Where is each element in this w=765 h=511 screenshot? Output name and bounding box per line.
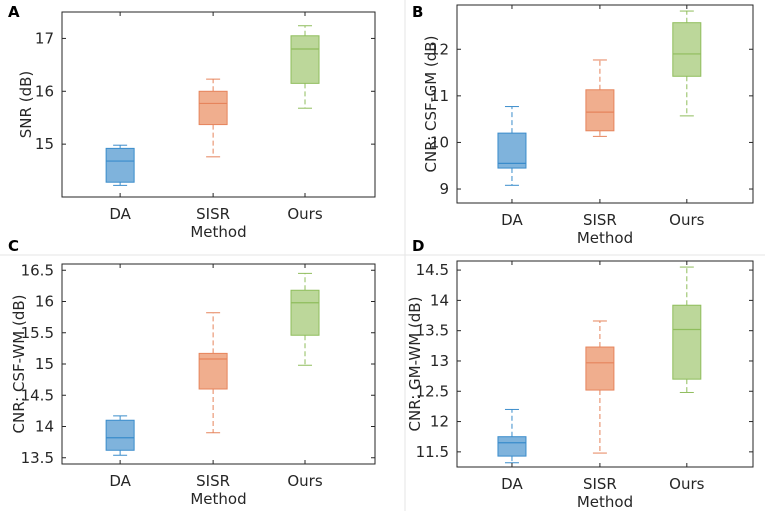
x-axis-label: Method [577,229,633,247]
panel-D: D 11.5 12 12.5 13 13.5 14 14.5 DA SISR Ours Method C… [406,237,754,511]
x-tick-label: DA [109,205,131,223]
box-iqr [672,22,702,77]
y-tick-label: 12 [430,413,449,431]
y-axis-label: CNR: CSF-GM (dB) [422,36,440,173]
x-axis-label: Method [577,493,633,511]
y-tick-label: 12.5 [416,382,449,400]
x-axis-label: Method [190,223,246,241]
panel-letter: B [412,3,423,21]
box-sisr [198,78,228,158]
y-tick-label: 15.5 [21,324,54,342]
box-ours [672,10,702,117]
y-tick-label: 13.5 [21,449,54,467]
box-iqr [105,419,135,451]
x-tick-label: DA [109,472,131,490]
panel-C: C 13.5 14 14.5 15 15.5 16 16.5 DA SISR Ours Method C… [8,237,376,508]
box-iqr [672,304,702,380]
y-tick-label: 14 [35,418,54,436]
y-tick-label: 15 [35,355,54,373]
y-axis-label: SNR (dB) [17,71,35,138]
panel-letter: C [8,237,19,255]
y-tick-label: 16 [35,293,54,311]
box-da [497,408,527,464]
y-tick-label: 11.5 [416,443,449,461]
box-ours [672,266,702,393]
y-axis-label: CNR: GM-WM (dB) [406,297,424,432]
box-da [105,144,135,186]
x-tick-label: Ours [669,211,704,229]
box-sisr [585,59,615,137]
box-iqr [585,346,615,391]
box-da [105,415,135,456]
box-sisr [198,312,228,434]
box-iqr [290,35,320,84]
y-tick-label: 12 [430,40,449,58]
box-iqr [198,90,228,126]
x-tick-label: Ours [287,472,322,490]
box-iqr [497,436,527,457]
y-tick-label: 14.5 [416,261,449,279]
panel-letter: A [8,3,20,21]
y-tick-label: 15 [35,135,54,153]
box-ours [290,272,320,366]
x-tick-label: Ours [669,475,704,493]
y-tick-label: 13 [430,352,449,370]
y-tick-label: 17 [35,29,54,47]
y-tick-label: 14.5 [21,386,54,404]
box-sisr [585,320,615,454]
box-iqr [290,289,320,336]
x-axis-label: Method [190,490,246,508]
x-tick-label: SISR [196,472,230,490]
y-tick-label: 13.5 [416,322,449,340]
y-tick-label: 11 [430,87,449,105]
y-axis-label: CNR: CSF-WM (dB) [10,295,28,434]
x-tick-label: SISR [583,475,617,493]
x-tick-label: SISR [583,211,617,229]
panel-letter: D [412,237,424,255]
box-iqr [497,132,527,169]
y-tick-label: 16 [35,82,54,100]
panel-A: A 15 16 17 DA SISR Ours Method SNR (dB) [8,3,376,241]
box-da [497,106,527,186]
x-tick-label: Ours [287,205,322,223]
y-tick-label: 14 [430,291,449,309]
box-iqr [585,89,615,132]
y-tick-label: 10 [430,133,449,151]
box-ours [290,25,320,109]
y-tick-label: 16.5 [21,261,54,279]
y-tick-label: 9 [439,180,449,198]
x-tick-label: DA [501,475,523,493]
x-tick-label: SISR [196,205,230,223]
box-iqr [105,147,135,183]
panel-B: B 9 10 11 12 DA SISR Ours Method CNR: CSF-GM (dB) [412,3,754,247]
x-tick-label: DA [501,211,523,229]
